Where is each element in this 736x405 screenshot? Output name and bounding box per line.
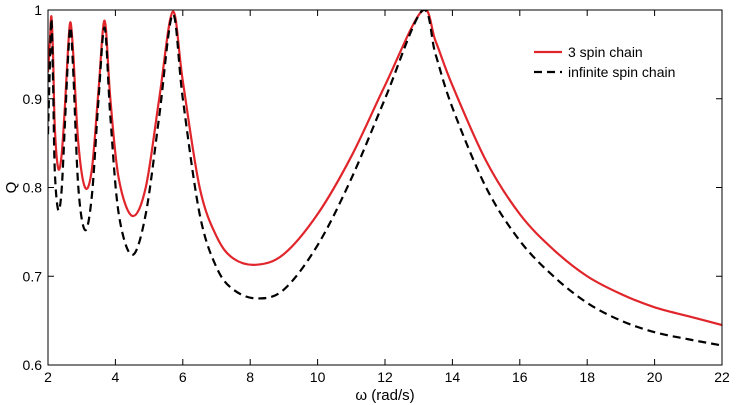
y-tick-label: 0.6 [23, 357, 43, 373]
x-tick-label: 18 [579, 369, 595, 385]
y-tick-label: 1 [34, 2, 42, 18]
x-tick-label: 14 [445, 369, 461, 385]
x-tick-label: 22 [714, 369, 730, 385]
x-axis-label: ω (rad/s) [355, 387, 414, 404]
series-line-infinite-spin-chain [48, 10, 722, 347]
series-line-3-spin-chain [48, 10, 722, 327]
x-tick-label: 20 [647, 369, 663, 385]
y-axis-ticks: 0.6 0.7 0.8 0.9 1 [23, 2, 722, 373]
y-tick-label: 0.8 [23, 180, 43, 196]
x-tick-label: 12 [377, 369, 393, 385]
x-tick-label: 10 [310, 369, 326, 385]
x-tick-label: 8 [246, 369, 254, 385]
x-tick-label: 16 [512, 369, 528, 385]
y-tick-label: 0.9 [23, 91, 43, 107]
x-axis-ticks: 2 4 6 8 10 12 14 16 18 20 22 [44, 10, 730, 385]
x-tick-label: 6 [179, 369, 187, 385]
legend-label: infinite spin chain [568, 64, 675, 80]
legend: 3 spin chain infinite spin chain [534, 44, 675, 80]
y-axis-label: Q [3, 182, 20, 194]
legend-label: 3 spin chain [568, 44, 643, 60]
plot-lines [48, 10, 722, 347]
x-tick-label: 4 [112, 369, 120, 385]
x-tick-label: 2 [44, 369, 52, 385]
y-tick-label: 0.7 [23, 268, 43, 284]
